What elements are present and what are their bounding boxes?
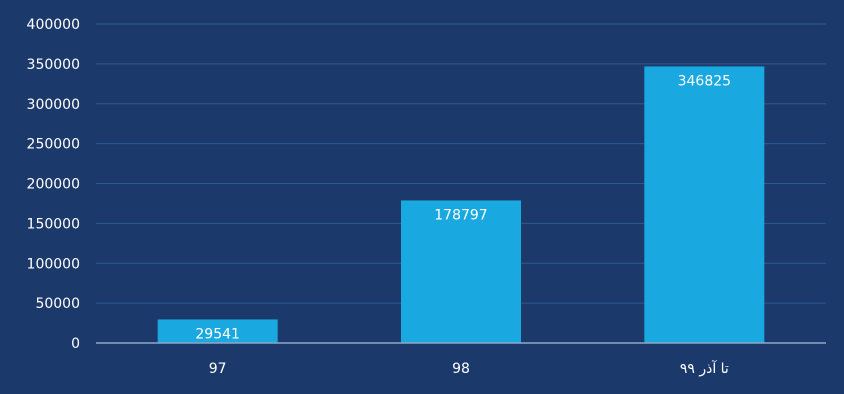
x-tick-label: تا آذر ۹۹	[680, 360, 729, 377]
y-tick-label: 400000	[27, 17, 80, 33]
y-axis-ticks: 0 50000 100000 150000 200000 250000 300000 3500…	[27, 17, 80, 352]
bars	[157, 66, 765, 344]
x-axis-ticks: 97 98 تا آذر ۹۹	[209, 360, 729, 377]
x-tick-label: 97	[209, 361, 227, 377]
data-label: 178797	[434, 207, 487, 223]
bar	[401, 200, 521, 343]
y-tick-label: 300000	[27, 97, 80, 113]
y-tick-label: 350000	[27, 57, 80, 73]
y-tick-label: 100000	[27, 256, 80, 272]
y-tick-label: 200000	[27, 177, 80, 193]
y-tick-label: 150000	[27, 216, 80, 232]
y-tick-label: 250000	[27, 137, 80, 153]
data-label: 29541	[195, 326, 240, 342]
x-tick-label: 98	[452, 361, 470, 377]
data-label: 346825	[678, 73, 731, 89]
bar	[644, 66, 765, 344]
data-labels: 29541 178797 346825	[195, 73, 731, 342]
bar	[157, 319, 278, 343]
y-tick-label: 0	[71, 336, 80, 352]
y-tick-label: 50000	[35, 296, 80, 312]
